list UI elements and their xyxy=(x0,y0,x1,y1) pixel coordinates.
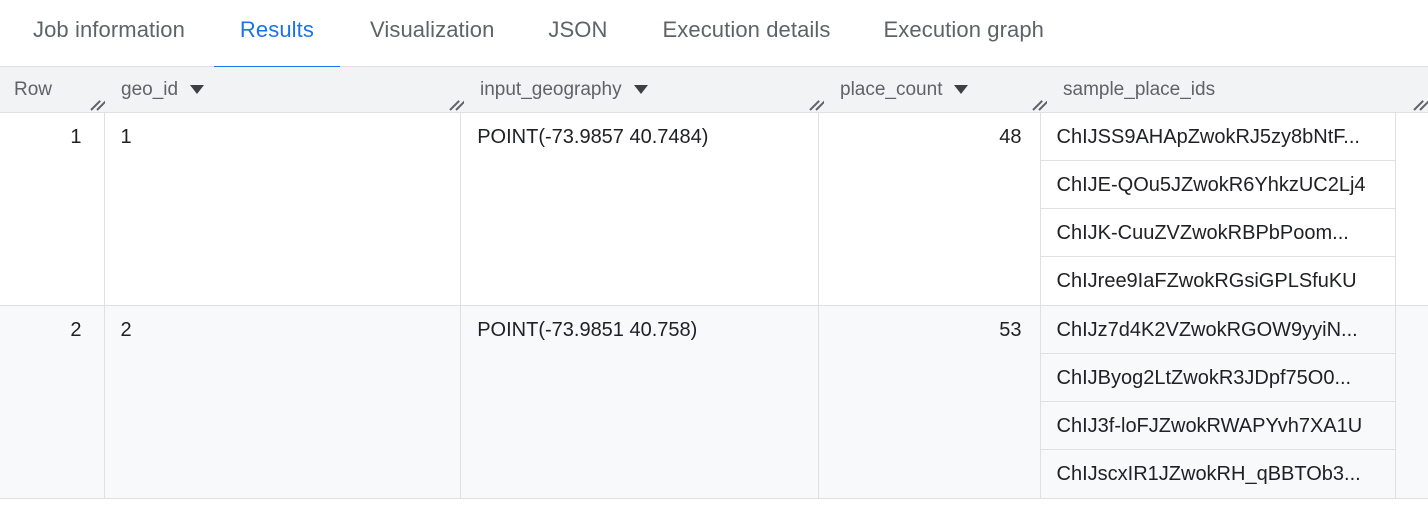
tab-json[interactable]: JSON xyxy=(548,0,607,70)
column-header-input-geography[interactable]: input_geography xyxy=(464,67,824,112)
cell-input-geography: POINT(-73.9857 40.7484) xyxy=(461,113,819,305)
cell-overflow-spacer xyxy=(1396,306,1428,498)
list-item: ChIJscxIR1JZwokRH_qBBTOb3... xyxy=(1056,463,1361,485)
tab-label: JSON xyxy=(548,17,608,42)
column-header-row[interactable]: Row xyxy=(0,67,105,112)
tab-execution-graph[interactable]: Execution graph xyxy=(884,0,1045,70)
cell-sample-place-ids: ChIJz7d4K2VZwokRGOW9yyiN... ChIJByog2LtZ… xyxy=(1040,306,1396,498)
cell-sample-place-ids: ChIJSS9AHApZwokRJ5zy8bNtF... ChIJE-QOu5J… xyxy=(1040,113,1396,305)
cell-row-number: 1 xyxy=(0,113,105,305)
column-resize-handle-input-geography[interactable] xyxy=(805,96,824,111)
chevron-down-icon[interactable] xyxy=(633,85,648,94)
column-header-label: input_geography xyxy=(480,78,622,100)
results-tab-bar: Job information Results Visualization JS… xyxy=(0,0,1428,70)
column-header-place-count[interactable]: place_count xyxy=(824,67,1047,112)
tab-job-information[interactable]: Job information xyxy=(33,0,185,70)
cell-input-geography: POINT(-73.9851 40.758) xyxy=(461,306,819,498)
column-header-label: sample_place_ids xyxy=(1063,78,1216,100)
tab-results[interactable]: Results xyxy=(213,0,341,70)
cell-geo-id: 1 xyxy=(105,113,462,305)
list-item: ChIJSS9AHApZwokRJ5zy8bNtF... xyxy=(1040,113,1395,161)
table-header-row: Row geo_id input_geography place_count s… xyxy=(0,67,1428,113)
table-row[interactable]: 1 1 POINT(-73.9857 40.7484) 48 ChIJSS9AH… xyxy=(0,113,1428,306)
tab-label: Execution graph xyxy=(883,17,1045,42)
table-body: 1 1 POINT(-73.9857 40.7484) 48 ChIJSS9AH… xyxy=(0,113,1428,499)
tab-label: Results xyxy=(239,17,314,42)
column-header-geo-id[interactable]: geo_id xyxy=(105,67,464,112)
list-item: ChIJE-QOu5JZwokR6YhkzUC2Lj4 xyxy=(1040,161,1395,209)
cell-geo-id: 2 xyxy=(105,306,462,498)
tab-label: Job information xyxy=(33,17,185,42)
list-item: ChIJ3f-loFJZwokRWAPYvh7XA1U xyxy=(1040,402,1395,450)
results-table: Row geo_id input_geography place_count s… xyxy=(0,67,1428,508)
table-row[interactable]: 2 2 POINT(-73.9851 40.758) 53 ChIJz7d4K2… xyxy=(0,306,1428,499)
list-item: ChIJz7d4K2VZwokRGOW9yyiN... xyxy=(1040,306,1395,354)
tab-label: Visualization xyxy=(369,17,495,42)
tab-label: Execution details xyxy=(662,17,831,42)
column-header-sample-place-ids[interactable]: sample_place_ids xyxy=(1047,67,1428,112)
column-resize-handle-geo-id[interactable] xyxy=(445,96,464,111)
column-header-label: Row xyxy=(14,78,53,100)
list-item: ChIJByog2LtZwokR3JDpf75O0... xyxy=(1040,354,1395,402)
cell-overflow-spacer xyxy=(1396,113,1428,305)
column-resize-handle-place-count[interactable] xyxy=(1028,96,1047,111)
list-item: ChIJree9IaFZwokRGsiGPLSfuKU xyxy=(1056,270,1357,292)
tab-visualization[interactable]: Visualization xyxy=(370,0,494,70)
chevron-down-icon[interactable] xyxy=(190,85,205,94)
column-resize-handle-sample-place-ids[interactable] xyxy=(1409,96,1428,111)
cell-place-count: 48 xyxy=(819,113,1041,305)
cell-place-count: 53 xyxy=(819,306,1041,498)
tab-execution-details[interactable]: Execution details xyxy=(662,0,830,70)
chevron-down-icon[interactable] xyxy=(954,85,969,94)
column-header-label: place_count xyxy=(840,78,943,100)
column-resize-handle-row[interactable] xyxy=(86,96,105,111)
cell-row-number: 2 xyxy=(0,306,105,498)
column-header-label: geo_id xyxy=(121,78,179,100)
list-item: ChIJK-CuuZVZwokRBPbPoom... xyxy=(1040,209,1395,257)
